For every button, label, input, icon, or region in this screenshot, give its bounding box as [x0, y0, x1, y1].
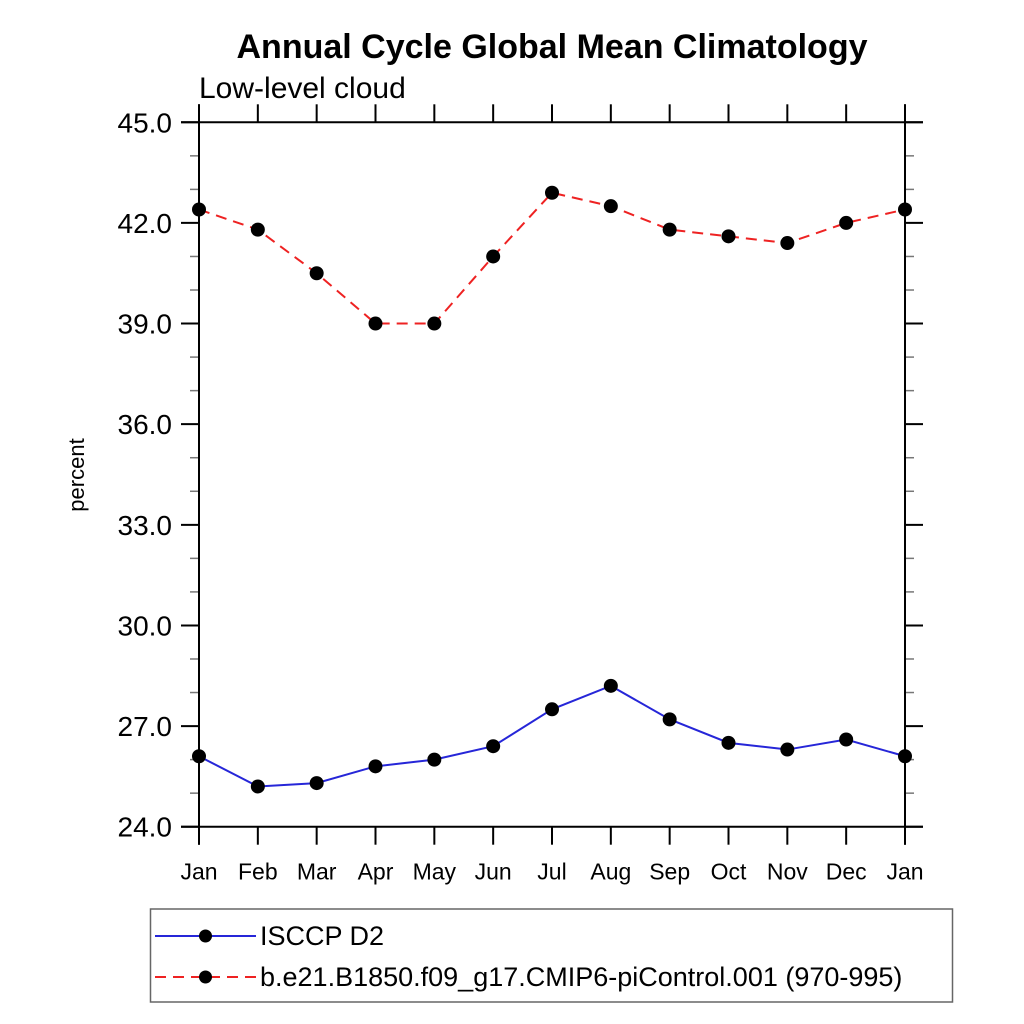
x-tick-label: Sep	[649, 859, 690, 885]
x-tick-label: Jul	[537, 859, 566, 885]
x-tick-label: Jan	[180, 859, 217, 885]
y-tick-label: 45.0	[118, 107, 173, 138]
data-point-marker	[250, 222, 265, 237]
legend-label: ISCCP D2	[260, 921, 384, 951]
data-point-marker	[839, 732, 854, 747]
data-point-marker	[486, 739, 501, 754]
x-tick-label: Oct	[711, 859, 747, 885]
y-tick-label: 36.0	[118, 409, 173, 440]
data-point-marker	[192, 749, 206, 764]
data-point-marker	[486, 249, 501, 264]
data-point-marker	[898, 749, 912, 764]
x-tick-label: Feb	[238, 859, 278, 885]
data-point-marker	[662, 222, 677, 237]
chart-subtitle: Low-level cloud	[199, 72, 406, 105]
legend-box	[149, 908, 954, 1003]
data-point-marker	[662, 712, 677, 727]
x-tick-label: Jan	[886, 859, 923, 885]
data-point-marker	[780, 742, 795, 757]
data-point-marker	[309, 776, 324, 791]
y-tick-label: 33.0	[118, 510, 173, 541]
data-point-marker	[780, 236, 795, 251]
x-tick-label: Mar	[297, 859, 337, 885]
y-tick-label: 39.0	[118, 309, 173, 340]
data-point-marker	[603, 678, 618, 693]
x-tick-label: May	[413, 859, 457, 885]
data-point-marker	[898, 202, 912, 217]
y-tick-label: 30.0	[118, 610, 173, 641]
data-point-marker	[839, 215, 854, 230]
y-tick-label: 24.0	[118, 812, 173, 843]
data-point-marker	[368, 759, 383, 774]
data-point-marker	[309, 266, 324, 281]
legend-marker	[199, 970, 212, 984]
y-axis-label: percent	[64, 438, 89, 511]
legend-label: b.e21.B1850.f09_g17.CMIP6-piControl.001 …	[260, 962, 902, 992]
x-tick-label: Apr	[358, 859, 394, 885]
legend: ISCCP D2 b.e21.B1850.f09_g17.CMIP6-piCont…	[149, 908, 954, 1003]
data-point-marker	[545, 185, 559, 200]
data-point-marker	[721, 735, 736, 750]
chart-title: Annual Cycle Global Mean Climatology	[237, 28, 868, 66]
x-tick-label: Jun	[475, 859, 512, 885]
data-point-marker	[545, 702, 559, 717]
x-tick-label: Aug	[590, 859, 631, 885]
series-line-1	[198, 684, 906, 788]
data-point-marker	[250, 779, 265, 794]
y-tick-label: 42.0	[118, 208, 173, 239]
plot-area: 24.0 27.0 30.0 33.0 36.0 39.0 42.0 45.0 Jan Feb Ma…	[118, 104, 924, 885]
data-point-marker	[427, 752, 442, 767]
x-tick-label: Nov	[767, 859, 808, 885]
x-tick-label: Dec	[826, 859, 867, 885]
data-point-marker	[427, 316, 442, 331]
data-point-marker	[603, 199, 618, 214]
data-point-marker	[368, 316, 383, 331]
series-line-2	[198, 191, 906, 325]
data-point-marker	[192, 202, 206, 217]
legend-marker	[199, 929, 212, 943]
data-point-marker	[721, 229, 736, 244]
y-tick-label: 27.0	[118, 711, 173, 742]
